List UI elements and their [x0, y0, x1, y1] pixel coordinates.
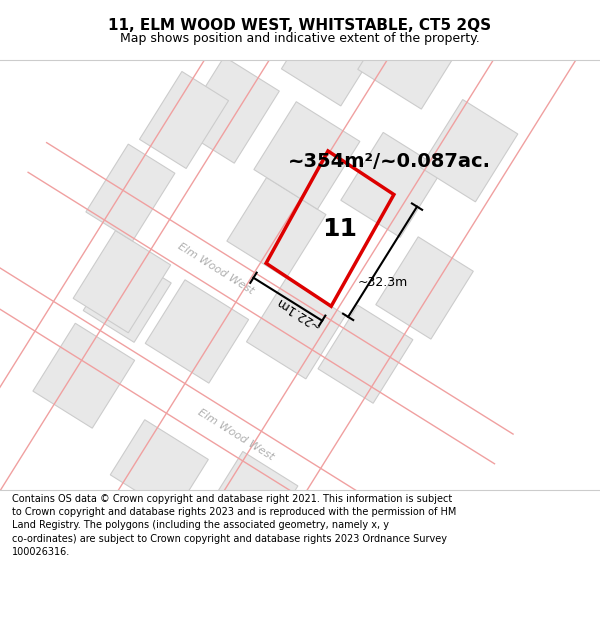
- Text: 11, ELM WOOD WEST, WHITSTABLE, CT5 2QS: 11, ELM WOOD WEST, WHITSTABLE, CT5 2QS: [109, 18, 491, 33]
- Text: Elm Wood West: Elm Wood West: [176, 241, 256, 296]
- Text: 11: 11: [322, 217, 357, 241]
- Text: Elm Wood West: Elm Wood West: [196, 408, 275, 462]
- Polygon shape: [253, 0, 354, 50]
- Polygon shape: [376, 237, 473, 339]
- Polygon shape: [420, 99, 518, 202]
- Polygon shape: [254, 102, 360, 209]
- Polygon shape: [110, 420, 208, 514]
- Polygon shape: [206, 451, 298, 545]
- Text: ~32.3m: ~32.3m: [358, 276, 407, 289]
- Polygon shape: [281, 5, 380, 106]
- Polygon shape: [247, 278, 346, 379]
- Text: ~354m²/~0.087ac.: ~354m²/~0.087ac.: [289, 152, 491, 171]
- Polygon shape: [179, 57, 280, 163]
- Polygon shape: [318, 305, 413, 403]
- Polygon shape: [227, 177, 326, 278]
- Text: ~22.1m: ~22.1m: [272, 294, 322, 331]
- Polygon shape: [73, 231, 170, 332]
- Polygon shape: [83, 251, 171, 343]
- Polygon shape: [140, 71, 229, 169]
- Polygon shape: [33, 323, 134, 428]
- Polygon shape: [145, 280, 248, 383]
- Text: Contains OS data © Crown copyright and database right 2021. This information is : Contains OS data © Crown copyright and d…: [12, 494, 457, 557]
- Polygon shape: [358, 10, 458, 109]
- Polygon shape: [86, 144, 175, 241]
- Polygon shape: [341, 132, 443, 238]
- Text: Map shows position and indicative extent of the property.: Map shows position and indicative extent…: [120, 32, 480, 45]
